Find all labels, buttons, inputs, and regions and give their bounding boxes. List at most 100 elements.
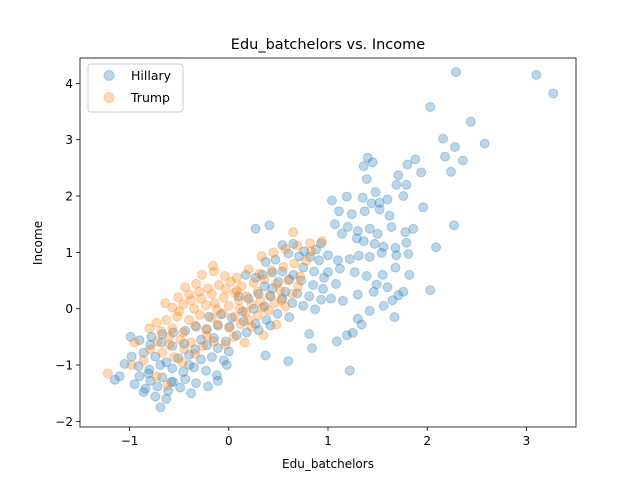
data-point-trump bbox=[228, 331, 239, 342]
data-point-trump bbox=[209, 298, 220, 309]
data-point-hillary bbox=[140, 383, 151, 394]
data-point-hillary bbox=[221, 360, 232, 370]
data-point-hillary bbox=[248, 303, 259, 314]
data-point-hillary bbox=[114, 371, 125, 382]
data-point-trump bbox=[280, 244, 291, 254]
data-point-trump bbox=[240, 307, 251, 318]
data-point-hillary bbox=[377, 269, 388, 280]
data-point-hillary bbox=[378, 241, 389, 252]
data-point-trump bbox=[156, 326, 167, 337]
data-point-hillary bbox=[352, 313, 363, 324]
y-axis-ticks: −2 −1 0 1 2 3 4 bbox=[55, 77, 80, 429]
data-point-trump bbox=[239, 337, 250, 348]
data-point-hillary bbox=[366, 198, 377, 209]
data-point-trump bbox=[289, 258, 300, 269]
data-point-trump bbox=[275, 285, 286, 296]
data-point-trump bbox=[208, 336, 219, 347]
data-point-hillary bbox=[280, 286, 291, 297]
data-point-hillary bbox=[305, 251, 316, 262]
data-point-hillary bbox=[211, 370, 222, 381]
data-point-trump bbox=[160, 298, 171, 309]
y-tick-label: 3 bbox=[65, 133, 73, 147]
data-point-trump bbox=[189, 303, 200, 314]
data-point-hillary bbox=[449, 220, 459, 231]
data-point-hillary bbox=[119, 358, 130, 369]
y-tick-label: 4 bbox=[65, 77, 73, 91]
data-point-trump bbox=[186, 337, 197, 348]
data-point-hillary bbox=[357, 192, 368, 203]
data-point-trump bbox=[206, 289, 217, 299]
data-point-trump bbox=[138, 355, 149, 366]
data-point-trump bbox=[258, 330, 269, 341]
data-point-trump bbox=[213, 280, 224, 290]
data-point-trump bbox=[252, 310, 263, 321]
data-point-trump bbox=[263, 305, 274, 316]
data-point-trump bbox=[225, 276, 236, 287]
data-point-trump bbox=[157, 347, 168, 358]
data-point-hillary bbox=[457, 155, 468, 166]
data-point-hillary bbox=[196, 334, 206, 345]
data-point-trump bbox=[220, 339, 231, 350]
data-point-trump bbox=[306, 246, 317, 257]
data-point-trump bbox=[235, 318, 246, 329]
legend-marker-trump bbox=[103, 92, 115, 103]
legend-marker-hillary bbox=[103, 70, 115, 81]
data-point-hillary bbox=[299, 246, 310, 257]
data-point-trump bbox=[164, 339, 175, 350]
data-point-trump bbox=[287, 288, 298, 299]
data-point-hillary bbox=[331, 336, 342, 347]
data-point-hillary bbox=[400, 227, 411, 238]
data-point-hillary bbox=[352, 226, 363, 236]
data-point-hillary bbox=[270, 254, 281, 265]
data-point-hillary bbox=[390, 242, 401, 253]
data-point-hillary bbox=[376, 247, 387, 258]
data-point-trump bbox=[264, 290, 275, 301]
data-point-hillary bbox=[218, 355, 229, 366]
data-point-trump bbox=[198, 340, 208, 351]
y-tick-label: −2 bbox=[55, 415, 73, 429]
data-point-trump bbox=[276, 295, 287, 306]
data-point-trump bbox=[169, 352, 180, 363]
data-point-hillary bbox=[440, 151, 451, 162]
y-tick-label: 2 bbox=[65, 190, 73, 204]
data-point-trump bbox=[231, 272, 242, 283]
data-point-hillary bbox=[310, 304, 321, 315]
data-point-hillary bbox=[401, 237, 412, 248]
data-point-trump bbox=[211, 304, 222, 315]
series-hillary bbox=[109, 67, 559, 413]
data-point-hillary bbox=[223, 346, 234, 357]
data-point-hillary bbox=[304, 329, 315, 339]
data-point-hillary bbox=[184, 360, 195, 370]
data-point-hillary bbox=[359, 206, 370, 217]
data-point-trump bbox=[178, 327, 189, 338]
data-point-hillary bbox=[265, 320, 276, 331]
data-point-hillary bbox=[138, 347, 149, 358]
data-point-hillary bbox=[390, 262, 401, 273]
data-point-hillary bbox=[134, 371, 145, 382]
data-point-hillary bbox=[277, 293, 288, 304]
data-point-hillary bbox=[451, 67, 461, 78]
data-point-trump bbox=[172, 311, 183, 322]
data-point-hillary bbox=[361, 174, 372, 185]
data-point-trump bbox=[129, 337, 140, 348]
data-point-trump bbox=[212, 319, 223, 330]
data-point-hillary bbox=[167, 340, 178, 351]
x-tick-label: −1 bbox=[121, 434, 139, 448]
data-point-hillary bbox=[178, 366, 189, 377]
data-point-hillary bbox=[318, 284, 328, 294]
data-point-hillary bbox=[231, 330, 242, 341]
data-point-hillary bbox=[173, 353, 184, 364]
data-point-trump bbox=[278, 262, 289, 272]
data-point-hillary bbox=[152, 381, 163, 392]
data-point-trump bbox=[231, 285, 242, 296]
data-point-trump bbox=[259, 274, 270, 285]
data-point-hillary bbox=[233, 291, 244, 302]
data-point-hillary bbox=[308, 280, 319, 290]
data-point-hillary bbox=[191, 378, 202, 389]
data-point-hillary bbox=[349, 267, 360, 278]
data-point-hillary bbox=[292, 288, 303, 299]
data-point-trump bbox=[246, 299, 257, 310]
data-point-hillary bbox=[241, 327, 252, 338]
data-point-trump bbox=[271, 278, 282, 289]
